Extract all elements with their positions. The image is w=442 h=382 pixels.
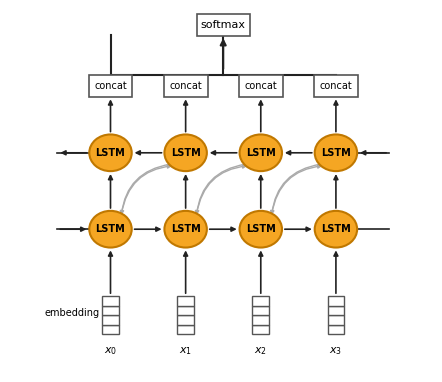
Text: LSTM: LSTM	[95, 148, 126, 158]
Bar	[177, 315, 194, 325]
Bar	[102, 306, 119, 315]
Bar	[177, 325, 194, 334]
Text: LSTM: LSTM	[95, 224, 126, 234]
Text: LSTM: LSTM	[321, 224, 351, 234]
Bar	[177, 306, 194, 315]
Circle shape	[315, 134, 357, 171]
Bar	[102, 325, 119, 334]
Circle shape	[164, 211, 207, 248]
Text: LSTM: LSTM	[171, 224, 201, 234]
Text: concat: concat	[169, 81, 202, 91]
Text: softmax: softmax	[201, 20, 246, 30]
Bar	[252, 315, 269, 325]
Bar	[102, 296, 119, 306]
Text: concat: concat	[320, 81, 352, 91]
Circle shape	[240, 211, 282, 248]
FancyBboxPatch shape	[164, 74, 208, 97]
Bar	[328, 306, 344, 315]
Bar	[252, 296, 269, 306]
Text: concat: concat	[244, 81, 277, 91]
Bar	[102, 315, 119, 325]
FancyBboxPatch shape	[197, 13, 250, 36]
Bar	[328, 296, 344, 306]
Bar	[328, 325, 344, 334]
Circle shape	[315, 211, 357, 248]
Bar	[177, 296, 194, 306]
Text: LSTM: LSTM	[246, 148, 276, 158]
FancyBboxPatch shape	[89, 74, 133, 97]
Circle shape	[164, 134, 207, 171]
Text: LSTM: LSTM	[171, 148, 201, 158]
Circle shape	[89, 134, 132, 171]
Bar	[252, 306, 269, 315]
Text: embedding: embedding	[45, 308, 100, 318]
Bar	[252, 325, 269, 334]
Circle shape	[89, 211, 132, 248]
Text: $x_1$: $x_1$	[179, 345, 192, 357]
Text: $x_0$: $x_0$	[104, 345, 117, 357]
Text: LSTM: LSTM	[246, 224, 276, 234]
Text: LSTM: LSTM	[321, 148, 351, 158]
FancyBboxPatch shape	[239, 74, 283, 97]
Circle shape	[240, 134, 282, 171]
Text: $x_3$: $x_3$	[329, 345, 343, 357]
Text: concat: concat	[94, 81, 127, 91]
FancyBboxPatch shape	[314, 74, 358, 97]
Bar	[328, 315, 344, 325]
Text: $x_2$: $x_2$	[254, 345, 267, 357]
